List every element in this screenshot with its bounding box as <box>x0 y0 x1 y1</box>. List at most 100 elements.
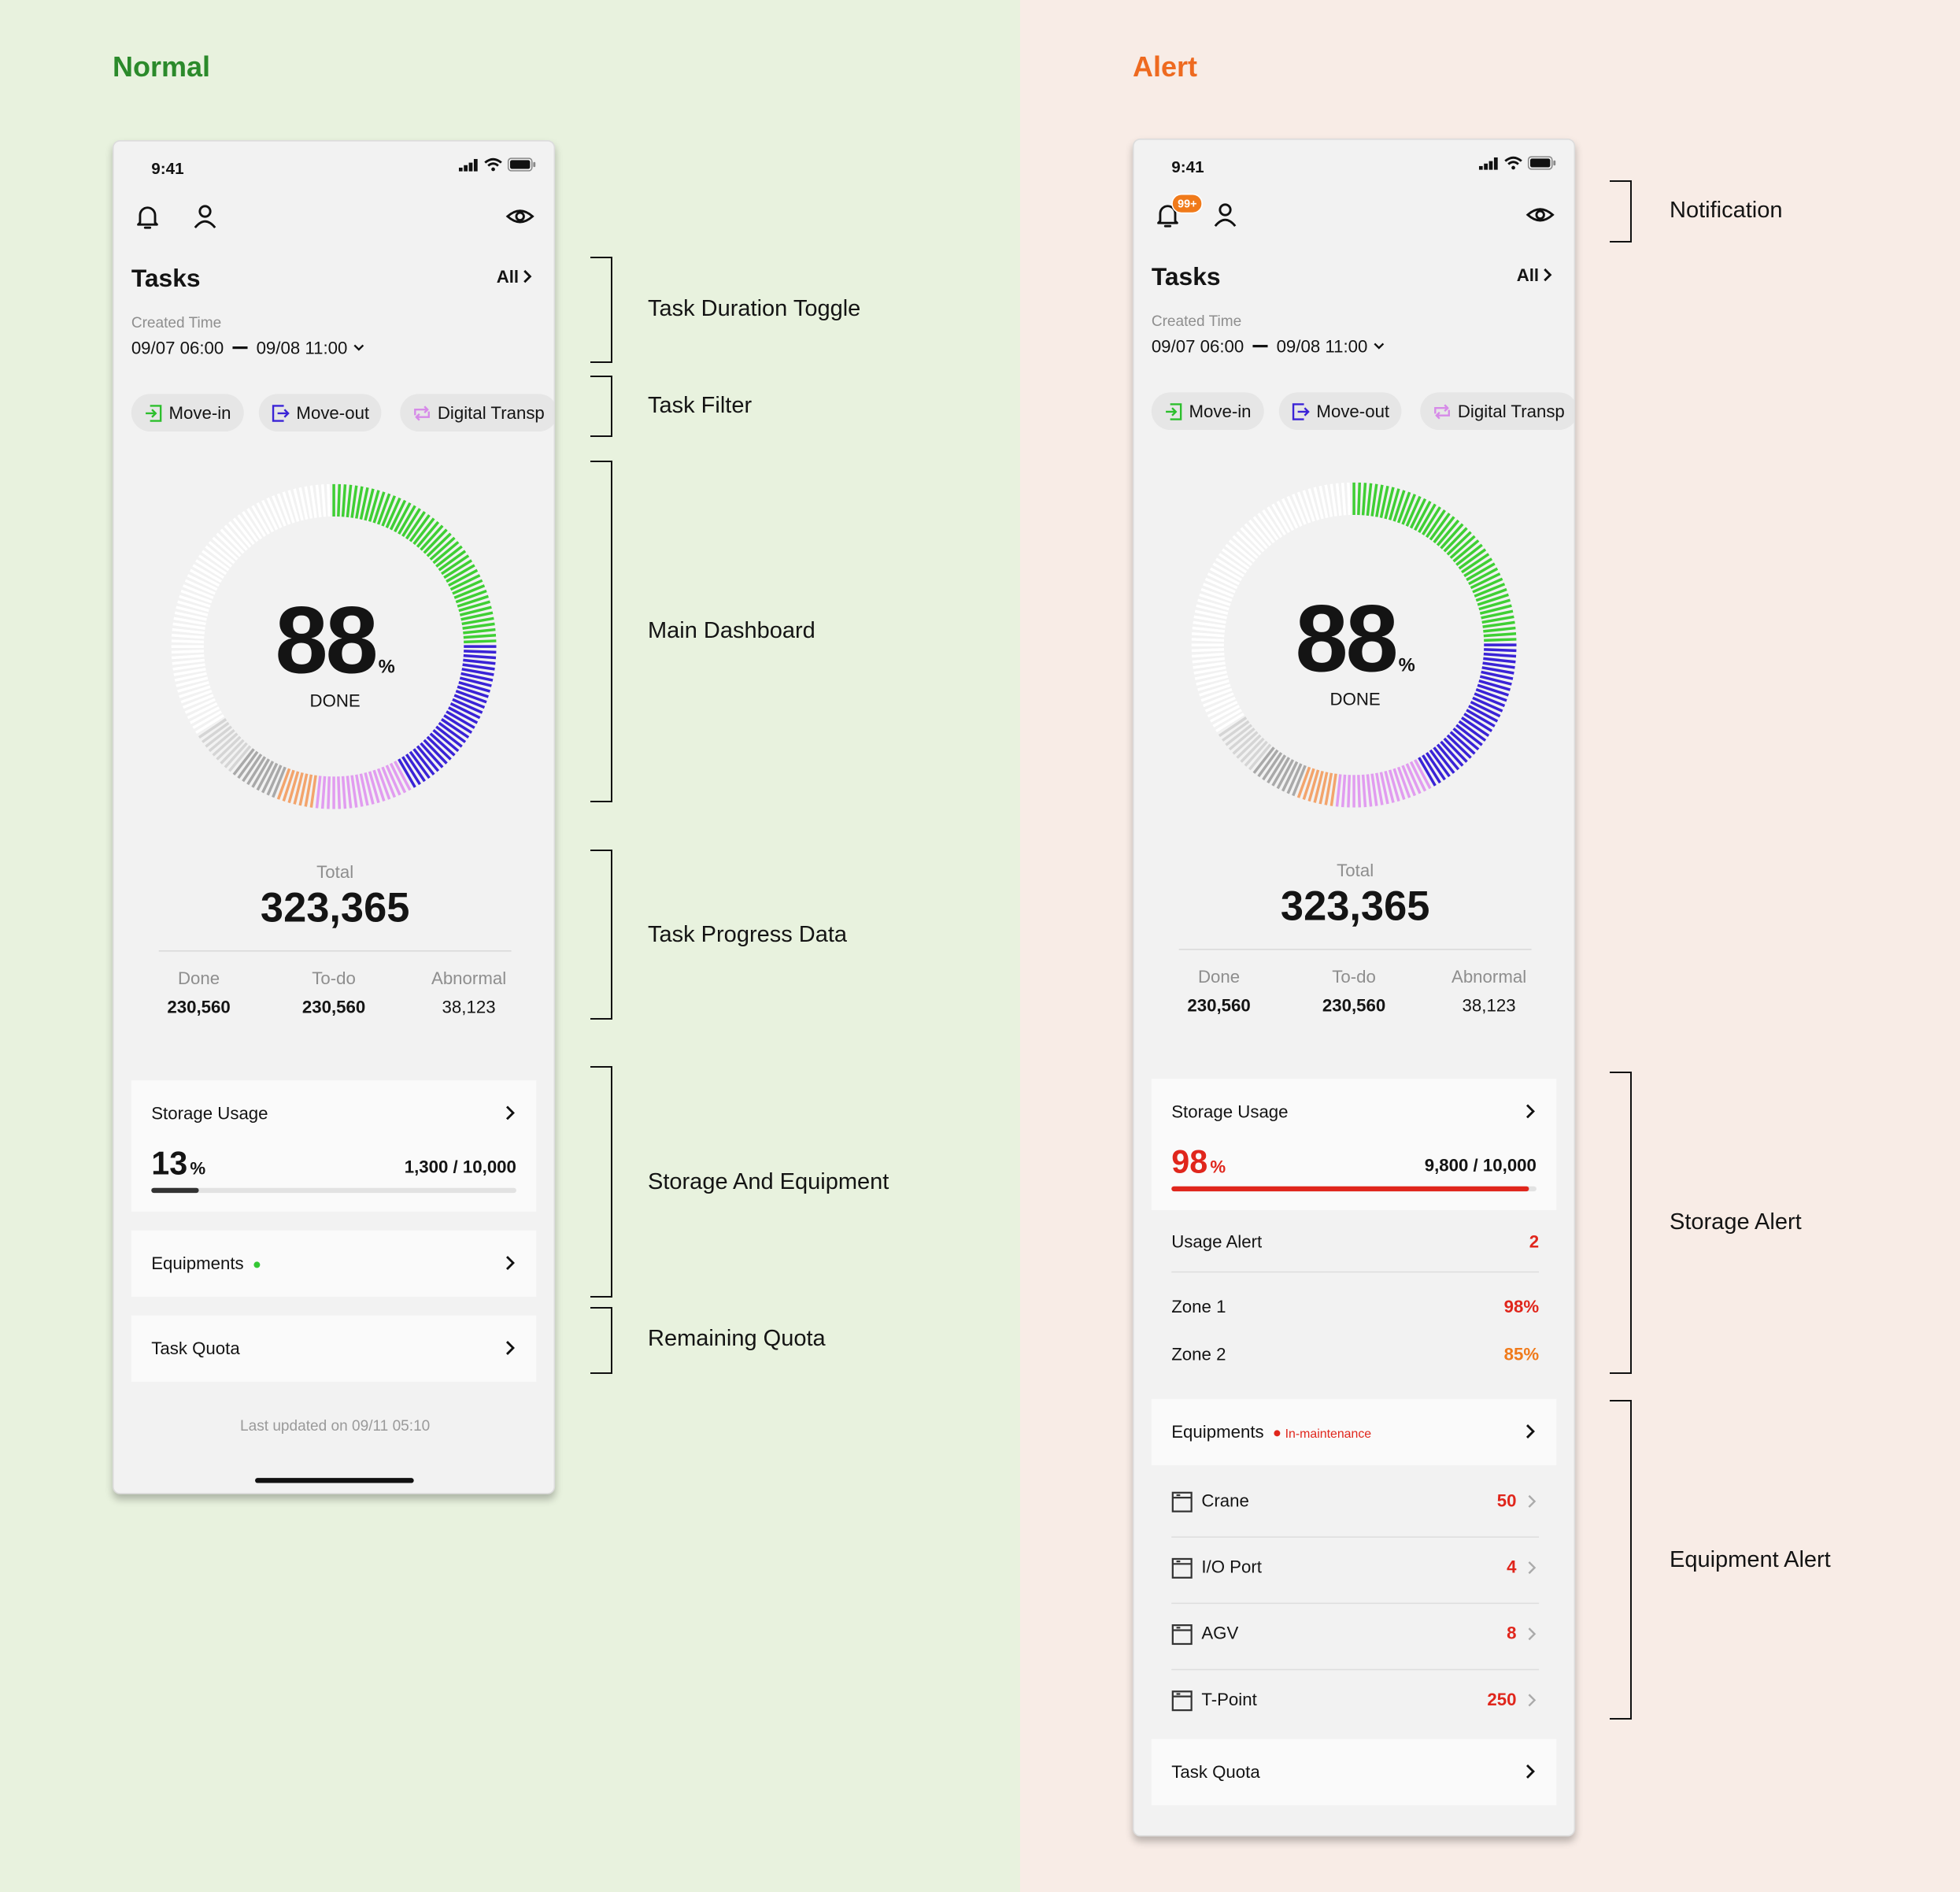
zone-name: Zone 1 <box>1171 1296 1226 1316</box>
donut-tick-done <box>426 532 452 557</box>
phone-alert: 9:41 99+ Tasks All Created Time 09/07 06… <box>1133 139 1576 1837</box>
donut-tick-grey-dark <box>1292 765 1307 797</box>
donut-tick-empty <box>1313 487 1324 520</box>
donut-tick-done <box>401 508 421 538</box>
filter-chip-digital-transport[interactable]: Digital Transp <box>400 394 554 432</box>
donut-tick-empty <box>216 532 242 557</box>
donut-tick-empty <box>1199 593 1231 606</box>
donut-tick-empty <box>172 628 205 635</box>
donut-tick-done <box>453 584 486 599</box>
stat-value: 230,560 <box>167 996 231 1017</box>
donut-tick-todo <box>460 672 494 682</box>
donut-tick-grey-light <box>1244 740 1268 767</box>
equipment-count: 4 <box>1507 1556 1517 1577</box>
donut-tick-todo <box>409 750 431 779</box>
date-end: 09/08 11:00 <box>256 337 348 358</box>
equipments-card[interactable]: Equipments <box>131 1230 537 1297</box>
bracket <box>1610 180 1632 243</box>
date-range-toggle[interactable]: 09/07 06:00 09/08 11:00 <box>131 338 365 357</box>
donut-tick-todo <box>455 689 487 704</box>
chevron-down-icon <box>1374 342 1385 350</box>
donut-tick-todo <box>1463 713 1493 733</box>
donut-tick-empty <box>1292 494 1307 525</box>
percent-sign: % <box>378 656 395 678</box>
bell-icon[interactable] <box>1152 200 1182 230</box>
done-label: DONE <box>309 690 361 711</box>
status-icons <box>458 157 536 172</box>
donut-tick-empty <box>198 554 227 576</box>
donut-tick-empty <box>183 694 214 709</box>
donut-tick-digital <box>1405 763 1422 794</box>
filter-chip-move-in[interactable]: Move-in <box>131 394 244 432</box>
donut-tick-empty <box>1228 539 1256 563</box>
equipment-row-io-port[interactable]: I/O Port 4 <box>1171 1536 1539 1602</box>
storage-bar <box>151 1187 516 1194</box>
donut-tick-empty <box>172 633 205 639</box>
storage-bar-fill <box>151 1187 199 1194</box>
eye-icon[interactable] <box>1525 200 1555 230</box>
percent-sign: % <box>1398 654 1415 676</box>
donut-tick-empty <box>184 698 216 714</box>
date-range-toggle[interactable]: 09/07 06:00 09/08 11:00 <box>1152 336 1385 356</box>
donut-tick-todo <box>461 668 494 676</box>
donut-tick-digital <box>337 776 342 809</box>
eye-icon[interactable] <box>505 202 535 231</box>
donut-tick-empty <box>327 483 331 517</box>
storage-usage-card[interactable]: Storage Usage 98% 9,800 / 10,000 <box>1151 1079 1557 1210</box>
donut-tick-digital <box>394 761 412 791</box>
equipment-row-crane[interactable]: Crane 50 <box>1171 1470 1539 1536</box>
donut-tick-digital <box>385 765 401 796</box>
date-start: 09/07 06:00 <box>1151 335 1244 357</box>
donut-tick-todo <box>1449 731 1476 755</box>
donut-tick-empty <box>309 485 317 518</box>
status-dot-alert <box>1274 1430 1281 1437</box>
total-label: Total <box>1337 860 1374 880</box>
equipment-row-agv[interactable]: AGV 8 <box>1171 1603 1539 1669</box>
filter-chip-digital-transport[interactable]: Digital Transp <box>1420 392 1574 431</box>
donut-tick-todo <box>1461 716 1490 738</box>
donut-tick-done <box>1443 527 1468 553</box>
tasks-title: Tasks <box>131 265 201 293</box>
donut-tick-empty <box>1200 587 1233 602</box>
date-dash <box>232 346 248 349</box>
donut-tick-done <box>398 505 416 535</box>
storage-usage-card[interactable]: Storage Usage 13% 1,300 / 10,000 <box>131 1080 537 1212</box>
donut-tick-todo <box>1455 724 1483 746</box>
bell-icon[interactable] <box>132 202 162 231</box>
equipments-card[interactable]: Equipments In-maintenance <box>1151 1398 1557 1465</box>
user-icon[interactable] <box>1210 200 1240 230</box>
filter-chip-move-in[interactable]: Move-in <box>1151 392 1264 431</box>
donut-tick-abnormal <box>1313 770 1324 803</box>
task-quota-card[interactable]: Task Quota <box>131 1315 537 1382</box>
done-label: DONE <box>1329 688 1381 709</box>
donut-tick-grey-light <box>212 732 239 757</box>
donut-tick-empty <box>179 594 211 608</box>
user-icon[interactable] <box>190 202 220 231</box>
donut-tick-empty <box>1236 531 1262 556</box>
donut-tick-empty <box>1212 562 1242 582</box>
equipment-icon <box>1171 1491 1193 1512</box>
donut-tick-empty <box>1335 483 1342 517</box>
date-end: 09/08 11:00 <box>1276 335 1368 357</box>
equipment-row-t-point[interactable]: T-Point 250 <box>1171 1669 1539 1735</box>
donut-tick-grey-light <box>205 725 233 748</box>
filter-chip-move-out[interactable]: Move-out <box>258 394 382 432</box>
donut-tick-empty <box>1193 615 1226 624</box>
donut-tick-done <box>1479 604 1512 615</box>
donut-tick-done <box>1361 483 1367 516</box>
donut-tick-empty <box>173 668 206 676</box>
donut-tick-done <box>1463 557 1493 578</box>
move-in-icon <box>146 404 162 421</box>
filter-chip-move-out[interactable]: Move-out <box>1278 392 1402 431</box>
task-quota-card[interactable]: Task Quota <box>1151 1738 1557 1805</box>
donut-tick-empty <box>1281 498 1299 529</box>
donut-tick-done <box>449 574 481 591</box>
all-link[interactable]: All <box>497 266 534 287</box>
donut-tick-empty <box>212 536 239 561</box>
all-link[interactable]: All <box>1517 265 1554 285</box>
annotation-task-duration-toggle: Task Duration Toggle <box>648 296 861 321</box>
donut-tick-grey-dark <box>1271 757 1291 787</box>
storage-count: 1,300 / 10,000 <box>404 1157 516 1177</box>
donut-tick-empty <box>189 706 220 724</box>
wifi-icon <box>484 157 502 172</box>
